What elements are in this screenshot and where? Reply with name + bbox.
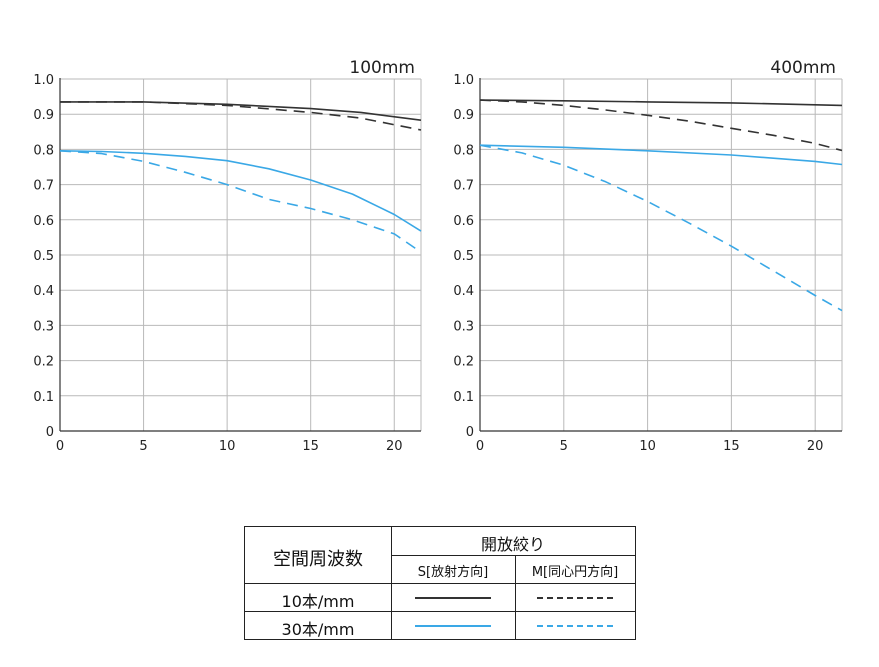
y-tick-label: 0.5 xyxy=(33,249,54,264)
series-line-10-mm-s xyxy=(479,99,843,107)
series-line-30-mm-s xyxy=(479,144,843,166)
sagittal-column-label: S[放射方向] xyxy=(417,565,489,580)
legend-divider xyxy=(245,583,635,584)
series-line-30-mm-m xyxy=(59,150,422,253)
row-label-30: 30本/mm xyxy=(281,620,355,639)
y-tick-label: 0.9 xyxy=(33,108,54,123)
x-tick-label: 0 xyxy=(56,439,64,454)
legend-sample-30-meridional xyxy=(537,625,613,627)
x-tick-label: 20 xyxy=(807,439,824,454)
panel-title: 400mm xyxy=(770,58,836,78)
y-tick-label: 0 xyxy=(466,425,474,440)
series-line-30-mm-m xyxy=(479,144,843,312)
legend-table: 空間周波数 開放絞り S[放射方向] M[同心円方向] 10本/mm 30本/m… xyxy=(244,526,636,640)
x-tick-label: 15 xyxy=(302,439,319,454)
series-line-10-mm-m xyxy=(479,99,843,152)
legend-sample-10-sagittal xyxy=(415,597,491,599)
x-tick-label: 5 xyxy=(139,439,147,454)
y-tick-label: 0.6 xyxy=(33,214,54,229)
y-tick-label: 0.1 xyxy=(453,390,474,405)
legend-sample-10-meridional xyxy=(537,597,613,599)
legend-divider xyxy=(245,611,635,612)
y-tick-label: 0.4 xyxy=(453,284,474,299)
y-tick-label: 0.3 xyxy=(33,319,54,334)
row-header-label: 空間周波数 xyxy=(273,549,363,570)
legend-divider xyxy=(391,555,635,556)
legend-sample-30-sagittal xyxy=(415,625,491,627)
y-tick-label: 0.9 xyxy=(453,108,474,123)
series-line-10-mm-m xyxy=(60,101,422,131)
y-tick-label: 0.7 xyxy=(33,179,54,194)
aperture-header-label: 開放絞り xyxy=(480,535,545,554)
mtf-charts: 0 0.1 0.2 0.3 0.4 0.5 0.6 0.7 0.8 0.9 1.0 0 5 10 15 20 1… xyxy=(33,58,843,454)
y-tick-label: 0.1 xyxy=(33,390,54,405)
x-tick-label: 5 xyxy=(560,439,568,454)
meridional-column-label: M[同心円方向] xyxy=(531,565,619,580)
x-tick-label: 0 xyxy=(476,439,484,454)
x-tick-label: 10 xyxy=(219,439,236,454)
series-line-30-mm-s xyxy=(59,150,422,232)
y-tick-label: 0.5 xyxy=(453,249,474,264)
y-tick-label: 0.2 xyxy=(33,355,54,370)
legend-divider xyxy=(515,555,516,639)
panel-title: 100mm xyxy=(349,58,415,78)
y-tick-label: 0 xyxy=(46,425,54,440)
y-tick-label: 0.4 xyxy=(33,284,54,299)
x-tick-label: 20 xyxy=(386,439,403,454)
series-line-10-mm-s xyxy=(60,101,422,121)
y-tick-label: 1.0 xyxy=(33,73,54,88)
x-tick-label: 10 xyxy=(639,439,656,454)
y-tick-label: 0.6 xyxy=(453,214,474,229)
row-label-10: 10本/mm xyxy=(281,592,355,611)
y-tick-label: 0.8 xyxy=(453,143,474,158)
y-tick-label: 1.0 xyxy=(453,73,474,88)
y-tick-label: 0.8 xyxy=(33,143,54,158)
y-tick-label: 0.3 xyxy=(453,319,474,334)
y-tick-label: 0.2 xyxy=(453,355,474,370)
y-tick-label: 0.7 xyxy=(453,179,474,194)
x-tick-label: 15 xyxy=(723,439,740,454)
